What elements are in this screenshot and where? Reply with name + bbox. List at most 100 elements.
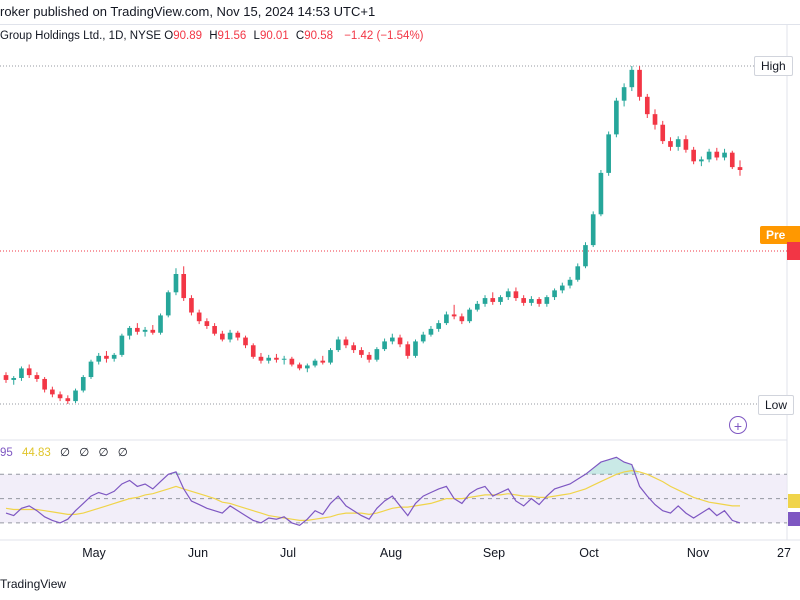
candle (189, 295, 194, 316)
candle (420, 331, 426, 344)
plus-circle-icon[interactable]: + (729, 416, 747, 434)
candle-body (505, 291, 511, 298)
candle-body (88, 361, 94, 378)
candle (227, 329, 233, 343)
candle-body (490, 298, 496, 302)
symbol-legend[interactable]: Group Holdings Ltd., 1D, NYSE O90.89 H91… (0, 30, 424, 42)
candle-body (305, 365, 310, 369)
candle (73, 388, 78, 404)
candle-body (382, 341, 387, 350)
candle-body (590, 214, 596, 246)
candle (382, 338, 387, 352)
candle (366, 352, 372, 363)
candle (312, 358, 318, 368)
candle-body (258, 356, 264, 361)
candle-body (57, 394, 63, 399)
candle-body (73, 390, 78, 402)
candle (196, 309, 202, 325)
candle-body (536, 299, 542, 304)
candle (165, 290, 171, 318)
candle-body (250, 345, 256, 357)
open-value: 90.89 (173, 30, 203, 42)
candle (57, 391, 63, 402)
candle-body (521, 298, 526, 303)
candle-body (459, 316, 465, 322)
candle-body (513, 291, 519, 299)
candle (158, 313, 163, 335)
candle-body (575, 266, 581, 280)
candle (111, 352, 117, 362)
candle (250, 343, 256, 359)
candle-body (552, 290, 557, 298)
x-axis-label-sep: Sep (482, 546, 506, 560)
candle-body (559, 285, 565, 291)
symbol-name[interactable]: Group Holdings Ltd., 1D, NYSE (0, 30, 162, 42)
candle (513, 287, 519, 301)
candle-body (11, 378, 17, 380)
candle (467, 307, 472, 324)
candle-body (204, 321, 210, 326)
candle (34, 372, 40, 382)
publish-info-text: roker published on TradingView.com, Nov … (0, 4, 376, 19)
rsi-legend[interactable]: 95 44.83 ∅ ∅ ∅ ∅ (0, 445, 134, 459)
candle (668, 137, 673, 151)
rsi-extra-1: ∅ (59, 447, 71, 459)
candle (714, 147, 720, 161)
open-label: O (164, 30, 174, 42)
candle-body (637, 69, 642, 97)
candle (552, 288, 557, 300)
candle-body (165, 292, 171, 316)
candle (629, 66, 635, 92)
candle-body (428, 328, 434, 335)
candle (567, 276, 573, 289)
rsi-ma-axis-tag (788, 494, 800, 508)
candle (119, 333, 125, 357)
candle (737, 160, 743, 176)
candle-body (235, 332, 241, 338)
brand-footer: TradingView (0, 577, 66, 591)
rsi-axis-tag (788, 512, 800, 526)
candle (583, 242, 588, 269)
candle (297, 362, 302, 371)
candle (575, 263, 581, 282)
candle-body (212, 326, 217, 334)
candle-body (19, 368, 24, 378)
candle-body (598, 172, 604, 215)
candle-body (544, 297, 550, 304)
rsi-extra-4: ∅ (117, 447, 128, 459)
candle-body (127, 327, 132, 336)
high-label: H (209, 30, 218, 42)
x-axis-label-27: 27 (777, 546, 791, 560)
candle-body (397, 337, 403, 345)
candle (266, 354, 272, 364)
candle-body (266, 357, 272, 361)
candle (19, 366, 24, 381)
candle-body (606, 134, 611, 173)
candle-body (668, 141, 673, 147)
candle-body (420, 334, 426, 342)
candle-body (96, 355, 102, 362)
candle-body (691, 149, 696, 162)
candle (374, 347, 380, 362)
candle (660, 120, 666, 144)
candle (335, 336, 341, 352)
candle-body (312, 360, 318, 366)
x-axis-label-jun: Jun (187, 546, 209, 560)
candle-body (343, 339, 349, 346)
candle-body (351, 345, 357, 351)
candle (598, 170, 604, 217)
candle-body (614, 100, 619, 135)
candle (428, 326, 434, 337)
candle (173, 268, 179, 296)
rsi-value: 95 (0, 447, 13, 459)
candle-body (660, 124, 666, 142)
candle-body (644, 96, 650, 115)
candle-body (359, 350, 364, 355)
close-label: C (295, 30, 305, 42)
candle-body (722, 152, 727, 158)
change-value: −1.42 (−1.54%) (344, 30, 424, 42)
candle-body (142, 329, 148, 332)
candle-body (281, 358, 287, 360)
candle (644, 93, 650, 118)
